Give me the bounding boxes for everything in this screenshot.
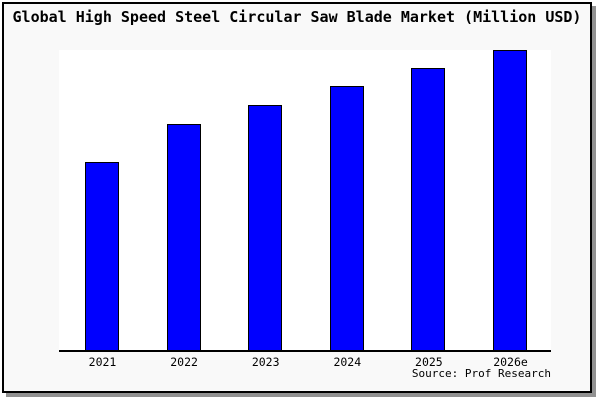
x-tick-label-2022: 2022 <box>170 355 198 369</box>
x-axis-labels: 2021 2022 2023 2024 2025 2026e <box>59 355 551 369</box>
bar-2023 <box>248 105 283 350</box>
x-tick-label-2025: 2025 <box>415 355 443 369</box>
source-attribution: Source: Prof Research <box>411 367 551 380</box>
bar-2026e <box>493 50 527 350</box>
bar-2021 <box>85 162 119 350</box>
x-tick-label-2021: 2021 <box>88 355 117 369</box>
chart-title: Global High Speed Steel Circular Saw Bla… <box>12 8 582 26</box>
chart-frame: Global High Speed Steel Circular Saw Bla… <box>2 2 592 393</box>
plot-area <box>59 50 551 352</box>
bar-2025 <box>411 68 446 350</box>
bar-2024 <box>329 86 364 350</box>
x-tick-label-2024: 2024 <box>333 355 362 369</box>
bar-2022 <box>166 124 201 350</box>
x-tick-label-2026e: 2026e <box>493 355 528 369</box>
x-tick-label-2023: 2023 <box>251 355 280 369</box>
